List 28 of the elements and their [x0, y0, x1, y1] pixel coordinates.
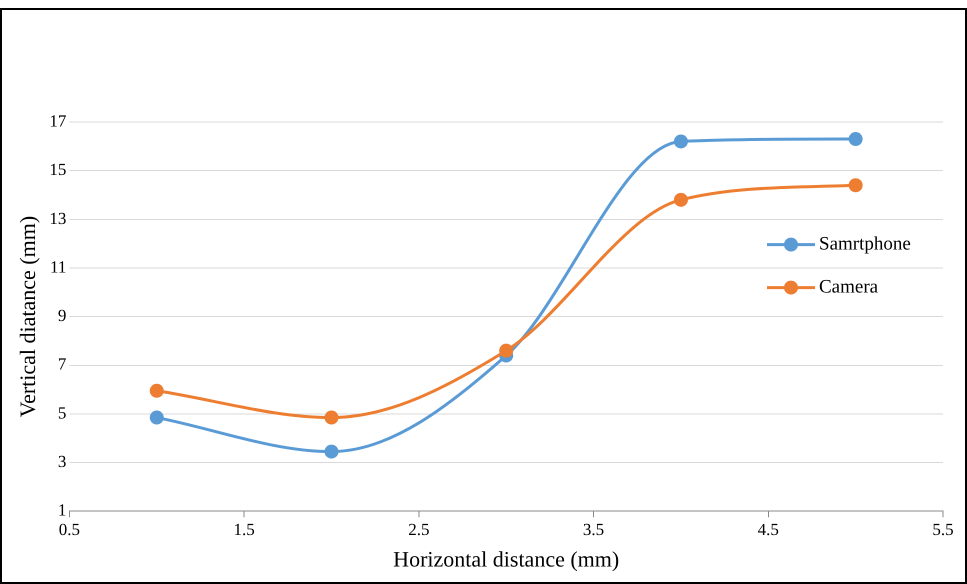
x-tick-label: 4.5 — [758, 520, 779, 539]
y-tick-label: 17 — [49, 111, 67, 130]
x-tick-label: 1.5 — [233, 520, 255, 539]
y-tick-label: 5 — [58, 403, 66, 422]
point — [848, 178, 863, 192]
point — [674, 192, 688, 207]
x-tick-label: 3.5 — [582, 520, 604, 539]
legend-label: Samrtphone — [819, 234, 911, 255]
point — [324, 444, 338, 459]
y-tick-label: 11 — [50, 257, 66, 276]
point — [324, 410, 338, 425]
y-tick-label: 1 — [58, 500, 66, 520]
point — [150, 384, 164, 398]
y-tick-label: 9 — [58, 306, 66, 326]
y-tick-label: 15 — [49, 160, 66, 180]
y-tick-label: 7 — [58, 354, 67, 374]
y-axis-title: Vertical diatance (mm) — [14, 216, 40, 418]
point — [150, 410, 164, 425]
point — [674, 134, 688, 148]
point — [848, 132, 863, 146]
point — [499, 344, 514, 358]
legend-label: Camera — [819, 276, 879, 298]
x-tick-label: 5.5 — [932, 520, 954, 539]
y-tick-label: 3 — [58, 452, 66, 472]
x-axis-title: Horizontal distance (mm) — [393, 546, 620, 572]
x-tick-label: 2.5 — [408, 520, 430, 539]
y-tick-label: 13 — [49, 208, 66, 228]
x-tick-label: 0.5 — [58, 520, 80, 539]
